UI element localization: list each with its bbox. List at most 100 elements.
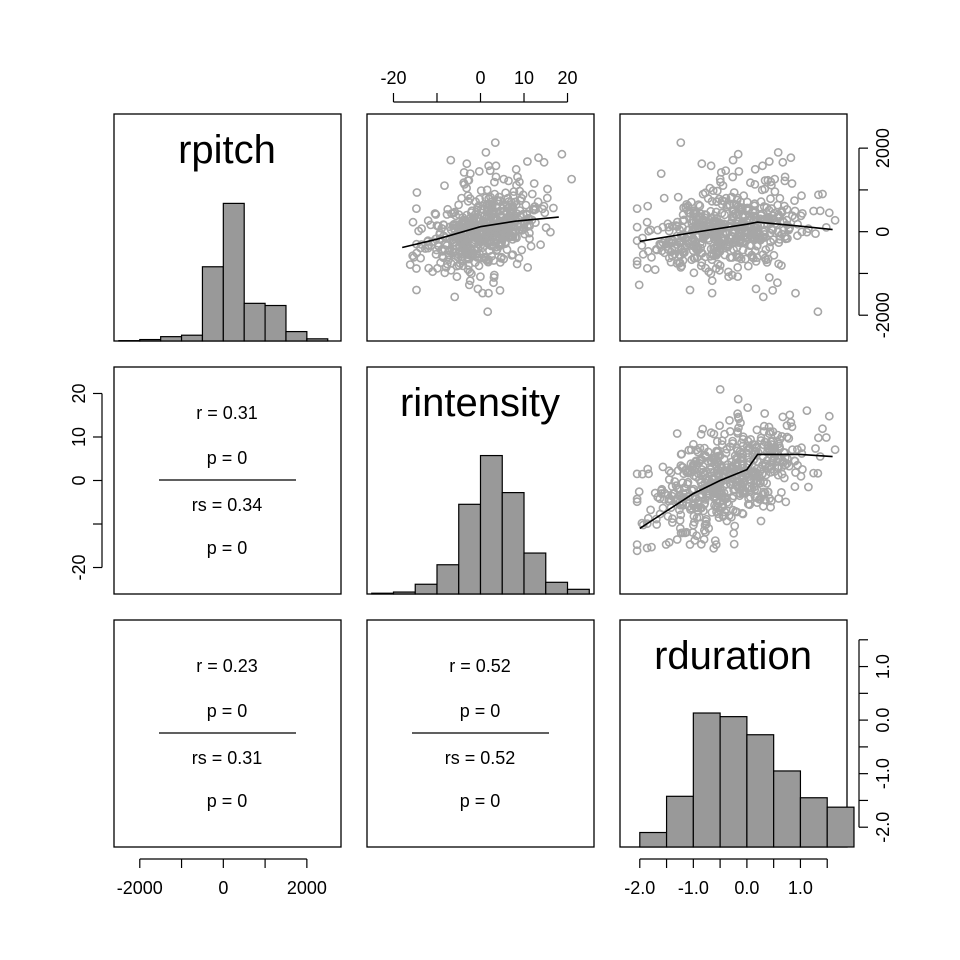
scatter-point — [500, 237, 510, 247]
scatter-point — [774, 439, 783, 449]
scatter-point — [700, 498, 710, 508]
scatter-point — [693, 214, 703, 224]
scatter-point — [448, 208, 458, 218]
scatter-point — [495, 285, 505, 295]
histogram-bar — [719, 716, 748, 848]
tick-label: -20 — [69, 555, 89, 581]
scatter-point — [757, 185, 767, 195]
axis-top-rintensity: -20 0 10 20 — [380, 68, 578, 103]
scatter-point — [692, 513, 702, 523]
corr-rs: rs = 0.31 — [192, 748, 263, 768]
scatter-point — [752, 443, 761, 453]
scatter-point — [431, 210, 441, 219]
tick-label: 0.0 — [873, 708, 893, 733]
scatter-rintensity-vs-rpitch — [402, 138, 576, 317]
scatter-point — [512, 259, 522, 269]
scatter-point — [482, 185, 492, 195]
scatter-point — [638, 469, 647, 479]
scatter-point — [713, 446, 722, 456]
scatter-point — [526, 241, 536, 251]
scatter-point — [778, 157, 788, 167]
scatter-point — [749, 455, 758, 465]
histogram-bar — [458, 503, 482, 595]
scatter-point — [814, 190, 823, 200]
scatter-point — [481, 193, 491, 203]
corr-p: p = 0 — [207, 701, 248, 721]
scatter-point — [809, 468, 818, 478]
corr-panel-rintensity-rduration: r = 0.52 p = 0 rs = 0.52 p = 0 — [412, 656, 549, 811]
scatter-point — [721, 193, 731, 203]
scatter-point — [687, 255, 697, 265]
tick-label: 10 — [514, 68, 534, 88]
scatter-point — [661, 239, 671, 249]
scatter-point — [452, 272, 462, 282]
scatter-point — [490, 189, 500, 199]
tick-label: 2000 — [287, 878, 327, 898]
axis-bottom-rpitch: -2000 0 2000 — [117, 858, 327, 898]
scatter-point — [742, 203, 752, 213]
scatter-point — [686, 505, 695, 514]
axis-left-rintensity: -20 0 10 20 — [69, 383, 103, 581]
scatter-point — [756, 516, 766, 526]
histogram-bar — [285, 330, 308, 342]
scatter-point — [632, 204, 642, 213]
corr-p: p = 0 — [207, 448, 248, 468]
scatter-point — [730, 451, 740, 461]
scatter-point — [676, 528, 686, 538]
tick-label: 0.0 — [734, 878, 759, 898]
scatter-point — [693, 447, 703, 457]
diag-title-rintensity: rintensity — [400, 381, 560, 425]
scatter-point — [680, 483, 689, 493]
scatter-point — [690, 536, 700, 545]
scatter-point — [675, 524, 685, 533]
scatter-point — [768, 285, 778, 295]
tick-label: -2.0 — [873, 812, 893, 843]
scatter-point — [632, 260, 642, 269]
scatter-point — [672, 429, 682, 438]
scatter-point — [766, 502, 775, 512]
scatter-point — [760, 409, 770, 418]
histogram-bar — [371, 592, 395, 595]
scatter-point — [514, 253, 524, 263]
scatter-point — [726, 480, 736, 490]
scatter-point — [687, 467, 697, 477]
scatter-point — [668, 518, 677, 527]
scatter-point — [811, 444, 820, 453]
tick-label: 20 — [69, 383, 89, 403]
scatter-point — [491, 246, 501, 255]
scatter-point — [446, 225, 456, 235]
scatter-point — [737, 203, 747, 213]
scatter-point — [405, 260, 415, 269]
scatter-point — [746, 492, 755, 502]
scatter-point — [549, 203, 558, 213]
scatter-point — [765, 427, 775, 436]
scatter-point — [715, 497, 725, 507]
scatter-point — [666, 257, 676, 267]
scatter-point — [474, 237, 484, 246]
scatter-point — [729, 539, 739, 549]
scatter-point — [656, 169, 666, 178]
scatter-point — [710, 536, 720, 545]
scatter-point — [765, 228, 775, 238]
scatter-point — [567, 174, 576, 184]
scatter-point — [632, 497, 642, 507]
scatter-rduration-vs-rintensity — [632, 384, 840, 556]
scatter-point — [642, 543, 652, 553]
scatter-point — [642, 519, 652, 528]
scatter-point — [557, 149, 567, 159]
scatter-point — [515, 186, 524, 196]
scatter-point — [496, 253, 506, 263]
scatter-point — [722, 479, 731, 489]
scatter-point — [432, 245, 441, 255]
scatter-point — [465, 267, 475, 277]
scatter-point — [736, 418, 745, 428]
corr-p: p = 0 — [460, 701, 501, 721]
scatter-point — [709, 543, 719, 553]
corr-panel-rpitch-rduration: r = 0.23 p = 0 rs = 0.31 p = 0 — [159, 656, 296, 811]
scatter-point — [680, 528, 690, 538]
scatter-point — [758, 233, 767, 243]
scatter-point — [478, 288, 487, 298]
scatter-point — [663, 511, 673, 521]
smooth-line — [639, 453, 833, 530]
tick-label: -2000 — [873, 292, 893, 338]
